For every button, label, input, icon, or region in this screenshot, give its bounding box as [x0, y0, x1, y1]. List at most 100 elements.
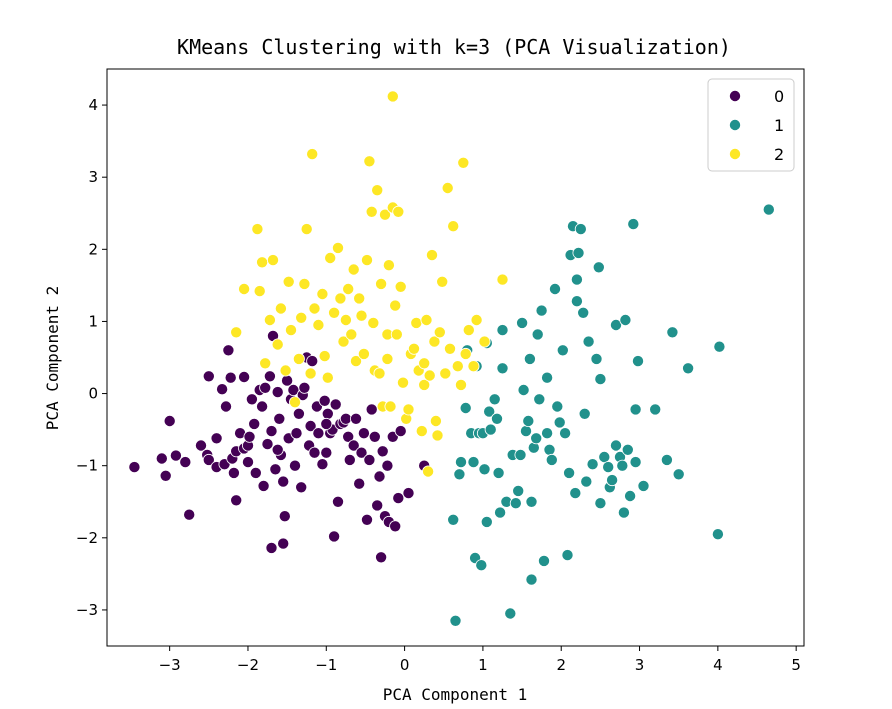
scatter-point-cluster-2-79	[454, 378, 467, 391]
scatter-point-cluster-1-1	[449, 614, 462, 627]
scatter-point-cluster-1-27	[512, 484, 525, 497]
legend-label-0: 0	[774, 87, 784, 106]
scatter-point-cluster-2-41	[367, 316, 380, 329]
scatter-point-cluster-2-8	[271, 338, 284, 351]
scatter-point-cluster-2-37	[357, 347, 370, 360]
scatter-point-cluster-2-1	[238, 282, 251, 295]
scatter-point-cluster-1-18	[488, 393, 501, 406]
scatter-point-cluster-0-91	[389, 520, 402, 533]
x-tick-label: 2	[556, 656, 566, 674]
scatter-point-cluster-1-81	[649, 403, 662, 416]
scatter-point-cluster-1-93	[496, 362, 509, 375]
scatter-point-cluster-1-3	[454, 456, 467, 469]
legend-marker-1	[729, 119, 742, 132]
scatter-point-cluster-1-94	[610, 439, 623, 452]
scatter-point-cluster-1-92	[629, 403, 642, 416]
scatter-point-cluster-2-63	[415, 425, 428, 438]
scatter-point-cluster-2-15	[295, 311, 308, 324]
scatter-point-cluster-0-57	[306, 355, 319, 368]
scatter-point-cluster-1-4	[459, 401, 472, 414]
scatter-point-cluster-1-77	[627, 218, 640, 231]
scatter-point-cluster-1-56	[572, 246, 585, 259]
scatter-point-cluster-0-0	[128, 461, 141, 474]
scatter-point-cluster-0-23	[238, 370, 251, 383]
scatter-point-cluster-2-50	[384, 400, 397, 413]
scatter-point-cluster-1-84	[672, 468, 685, 481]
scatter-point-cluster-1-13	[478, 463, 491, 476]
scatter-point-cluster-2-25	[324, 251, 337, 264]
y-axis: −3 −2 −1 0 1 2 3 4	[76, 96, 107, 619]
scatter-point-cluster-1-62	[586, 458, 599, 471]
scatter-point-cluster-1-57	[574, 223, 587, 236]
y-tick-label: −3	[76, 601, 98, 619]
scatter-point-cluster-0-36	[265, 541, 278, 554]
scatter-point-cluster-0-74	[347, 439, 360, 452]
scatter-point-cluster-2-75	[441, 181, 454, 194]
scatter-point-cluster-0-9	[202, 453, 215, 466]
scatter-point-cluster-0-99	[219, 400, 232, 413]
scatter-point-cluster-0-78	[357, 427, 370, 440]
scatter-point-cluster-2-28	[334, 292, 347, 305]
scatter-point-cluster-0-15	[222, 344, 235, 357]
scatter-point-cluster-1-61	[582, 335, 595, 348]
scatter-point-cluster-1-55	[570, 273, 583, 286]
scatter-point-cluster-1-76	[624, 489, 637, 502]
scatter-point-cluster-1-72	[616, 459, 629, 472]
scatter-point-cluster-1-32	[522, 414, 535, 427]
scatter-point-cluster-0-32	[259, 381, 272, 394]
scatter-point-cluster-0-88	[381, 459, 394, 472]
chart-title: KMeans Clustering with k=3 (PCA Visualiz…	[177, 35, 731, 59]
scatter-point-cluster-2-16	[298, 277, 311, 290]
scatter-point-cluster-1-44	[545, 453, 558, 466]
scatter-point-cluster-2-44	[373, 367, 386, 380]
scatter-point-cluster-1-67	[602, 461, 615, 474]
scatter-point-cluster-0-81	[365, 403, 378, 416]
legend-box	[707, 78, 795, 172]
scatter-point-cluster-0-44	[278, 510, 291, 523]
scatter-point-cluster-2-6	[263, 313, 276, 326]
scatter-point-cluster-0-83	[371, 499, 384, 512]
scatter-point-cluster-0-34	[263, 370, 276, 383]
scatter-point-cluster-0-13	[216, 383, 229, 396]
scatter-point-cluster-0-10	[202, 370, 215, 383]
scatter-point-cluster-2-4	[256, 256, 269, 269]
scatter-point-cluster-0-26	[243, 430, 256, 443]
scatter-point-cluster-2-89	[418, 357, 431, 370]
scatter-point-cluster-2-58	[402, 403, 415, 416]
scatter-point-cluster-2-43	[371, 184, 384, 197]
scatter-point-cluster-1-26	[509, 497, 522, 510]
scatter-point-cluster-0-58	[308, 446, 321, 459]
scatter-point-cluster-1-33	[523, 352, 536, 365]
scatter-point-cluster-0-98	[245, 393, 258, 406]
scatter-point-cluster-1-24	[504, 607, 517, 620]
scatter-point-cluster-0-28	[249, 466, 262, 479]
y-tick-label: 1	[88, 312, 98, 330]
scatter-point-cluster-0-33	[261, 438, 274, 451]
scatter-point-cluster-2-82	[462, 324, 475, 337]
scatter-point-cluster-2-2	[251, 223, 264, 236]
scatter-point-cluster-2-29	[337, 335, 350, 348]
scatter-point-cluster-0-1	[155, 452, 168, 465]
scatter-point-cluster-1-82	[660, 453, 673, 466]
scatter-point-cluster-2-64	[418, 378, 431, 391]
scatter-point-cluster-0-43	[277, 537, 290, 550]
scatter-point-cluster-0-86	[376, 445, 389, 458]
scatter-point-cluster-0-61	[316, 458, 329, 471]
scatter-point-cluster-2-71	[431, 429, 444, 442]
scatter-point-cluster-2-17	[300, 223, 313, 236]
scatter-point-cluster-1-85	[682, 362, 695, 375]
scatter-point-cluster-2-39	[363, 155, 376, 168]
scatter-point-cluster-2-87	[386, 90, 399, 103]
scatter-point-cluster-0-18	[227, 466, 240, 479]
scatter-point-cluster-2-54	[392, 205, 405, 218]
scatter-point-cluster-0-31	[257, 479, 270, 492]
scatter-point-cluster-2-45	[375, 277, 388, 290]
scatter-point-cluster-0-93	[394, 425, 407, 438]
scatter-point-cluster-1-63	[590, 352, 603, 365]
scatter-point-cluster-2-14	[292, 352, 305, 365]
scatter-point-cluster-2-24	[321, 371, 334, 384]
scatter-point-cluster-1-41	[538, 554, 551, 567]
scatter-point-cluster-0-2	[159, 469, 172, 482]
scatter-point-cluster-2-80	[457, 156, 470, 169]
